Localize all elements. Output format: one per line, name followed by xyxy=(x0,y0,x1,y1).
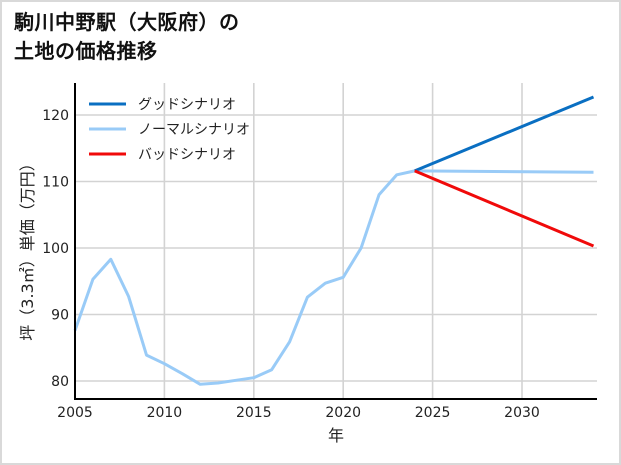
x-tick-label: 2030 xyxy=(504,405,540,421)
x-tick-label: 2025 xyxy=(415,405,451,421)
series-line-2 xyxy=(414,169,595,248)
x-tick-labels: 2005 2010 2015 2020 2025 2030 xyxy=(57,405,540,421)
x-tick-label: 2020 xyxy=(325,405,361,421)
x-tick-label: 2015 xyxy=(236,405,272,421)
y-tick-labels: 80 90 100 110 120 xyxy=(42,108,69,390)
y-tick-label: 110 xyxy=(42,175,69,191)
y-axis-label: 坪（3.3㎡）単価（万円） xyxy=(18,155,37,340)
chart-title: 駒川中野駅（大阪府）の 土地の価格推移 xyxy=(14,8,240,66)
axes xyxy=(74,83,597,400)
y-tick-label: 90 xyxy=(51,308,69,324)
legend-label: グッドシナリオ xyxy=(138,97,236,113)
chart-title-line-2: 土地の価格推移 xyxy=(14,39,158,63)
chart-title-line-1: 駒川中野駅（大阪府）の xyxy=(14,10,240,34)
y-tick-label: 80 xyxy=(51,374,69,390)
x-axis-label: 年 xyxy=(328,426,344,445)
legend-label: バッドシナリオ xyxy=(138,147,236,163)
series-line-1 xyxy=(73,169,594,386)
series-line-0 xyxy=(414,95,595,173)
x-tick-label: 2010 xyxy=(147,405,183,421)
legend-label: ノーマルシナリオ xyxy=(138,122,250,138)
y-tick-label: 100 xyxy=(42,241,69,257)
x-tick-label: 2005 xyxy=(57,405,93,421)
y-tick-label: 120 xyxy=(42,108,69,124)
grid-lines xyxy=(75,83,597,399)
series-lines xyxy=(73,95,595,386)
